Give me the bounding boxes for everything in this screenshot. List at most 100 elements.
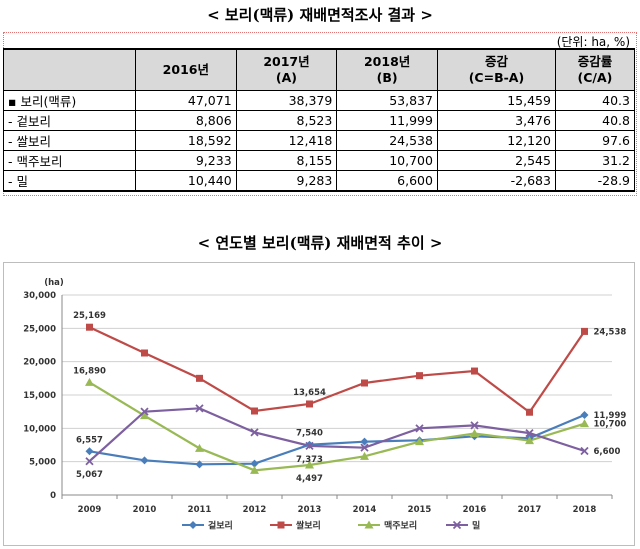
data-point [470,421,479,430]
data-point [195,404,204,413]
header-2016: 2016년 [135,48,237,91]
data-point [416,372,423,380]
data-point [415,437,424,446]
table-cell: 24,538 [336,130,438,151]
table-cell: 8,155 [235,150,338,171]
legend-label: 맥주보리 [384,520,417,532]
row-label: - 밀 [3,170,136,192]
x-tick-label: 2012 [243,505,267,515]
header-line: 증감률 [577,54,613,69]
table-cell: 15,459 [436,90,556,111]
data-label: 6,557 [76,435,103,445]
data-point [580,419,589,428]
data-point [196,374,203,382]
series-line-0 [89,413,585,466]
legend-marker [452,520,462,530]
data-point [525,436,534,445]
table-cell: 18,592 [135,130,237,151]
data-point [85,377,94,386]
row-label: - 겉보리 [3,110,136,131]
table-cell: 8,806 [135,110,237,131]
data-label: 5,067 [76,470,103,480]
data-point [470,428,479,437]
data-label: 6,600 [594,447,621,457]
data-label: 10,700 [594,420,627,430]
table-row: - 쌀보리 18,592 12,418 24,538 12,120 97.6 [3,130,636,151]
chart-container: 0 5,000 10,000 15,000 20,000 25,000 30,000 (ha)… [3,262,635,546]
header-2018: 2018년 (B) [336,48,438,91]
table-cell: 12,418 [235,130,338,151]
data-point [85,457,94,466]
data-label: 4,497 [296,474,323,484]
table-cell: 10,440 [135,170,237,192]
data-point [250,428,259,437]
header-rate: 증감률 (C/A) [554,48,636,91]
table-cell: -28.9 [554,170,636,192]
header-2017: 2017년 (A) [235,48,338,91]
x-tick-label: 2014 [353,505,377,515]
data-point [141,349,148,357]
header-line: 증감 [484,54,508,69]
table-cell: -2,683 [436,170,556,192]
table-cell: 10,700 [336,150,438,171]
legend-label: 쌀보리 [296,520,321,532]
data-point [305,460,314,469]
table-header-row: 2016년 2017년 (A) 2018년 (B) 증감 (C=B-A) 증감률 (C/… [3,48,636,91]
data-point [360,451,369,460]
data-point [360,437,369,446]
data-label: 7,540 [296,429,323,439]
header-diff: 증감 (C=B-A) [436,48,556,91]
data-point [250,459,259,468]
table-cell: 8,523 [235,110,338,131]
legend-marker [364,520,374,529]
table-cell: 6,600 [336,170,438,192]
legend-label: 밀 [472,520,480,532]
data-point [581,327,588,335]
table-cell: 47,071 [135,90,237,111]
results-table: 2016년 2017년 (A) 2018년 (B) 증감 (C=B-A) 증감률 (C/… [3,48,636,192]
line-chart: 0 5,000 10,000 15,000 20,000 25,000 30,000 (ha)… [23,278,627,532]
header-line: 2018년 [363,54,411,69]
chart-title: < 연도별 보리(맥류) 재배면적 추이 > [197,234,443,252]
data-point [195,443,204,452]
data-label: 11,999 [594,411,627,421]
x-tick-label: 2011 [188,505,212,515]
data-point [525,428,534,438]
x-tick-label: 2016 [463,505,487,515]
legend-marker [277,521,285,529]
table-cell: 38,379 [235,90,338,111]
x-tick-label: 2013 [298,505,322,515]
data-point [250,465,259,474]
x-tick-label: 2010 [133,505,157,515]
table-cell: 9,233 [135,150,237,171]
data-point [251,407,258,415]
y-axis-unit: (ha) [44,278,64,288]
y-tick-label: 10,000 [23,424,56,434]
data-point [526,408,533,416]
table-cell: 3,476 [436,110,556,131]
y-tick-label: 30,000 [23,291,56,301]
header-line: 2017년 [263,54,310,69]
row-label: - 맥주보리 [3,150,136,171]
data-point [140,411,149,420]
data-point [361,379,368,387]
series-line-3 [88,407,585,463]
data-point [140,407,149,416]
data-point [306,400,313,408]
header-line: (C=B-A) [468,70,525,85]
table-cell: 40.8 [554,110,636,131]
data-point [305,441,314,450]
data-label: 25,169 [73,311,106,321]
data-point [140,456,149,465]
y-tick-label: 5,000 [29,458,56,468]
table-cell: 9,283 [235,170,338,192]
data-point [195,460,204,469]
data-point [580,411,589,420]
series-line-1 [89,326,586,414]
table-cell: 40.3 [554,90,636,111]
x-tick-label: 2009 [78,505,102,515]
y-tick-label: 0 [50,491,56,501]
x-tick-label: 2015 [408,505,432,515]
data-point [86,323,93,331]
legend-marker [189,521,197,529]
